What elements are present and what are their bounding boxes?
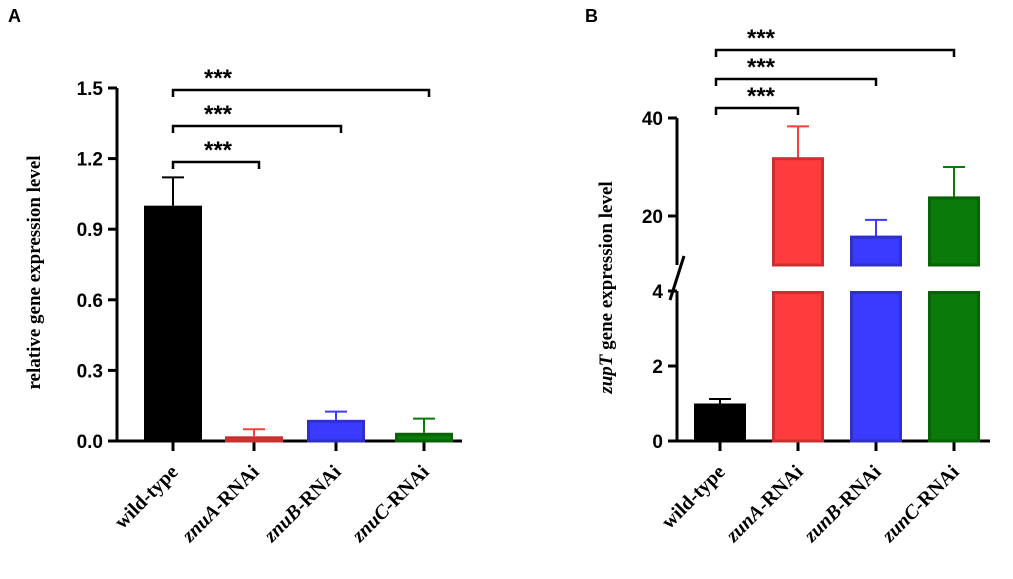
- significance-bracket-0: [171, 160, 261, 169]
- y-tick-label-upper-1: 40: [642, 109, 663, 130]
- bar-2: [307, 419, 365, 443]
- significance-bracket-2: [171, 88, 431, 97]
- bar-3: [928, 291, 980, 443]
- y-tick-label-lower-2: 4: [652, 282, 663, 303]
- y-axis-label: zupT gene expression level: [596, 181, 617, 394]
- bar-1: [225, 436, 283, 443]
- significance-label-0: ***: [747, 83, 776, 110]
- significance-bracket-1: [171, 124, 343, 133]
- y-tick-label-4: 1.2: [77, 150, 103, 171]
- category-label-1: znuA-RNAi: [177, 461, 264, 548]
- significance-bracket-1: [714, 77, 878, 86]
- significance-label-1: ***: [747, 54, 776, 81]
- significance-label-0: ***: [204, 137, 233, 164]
- category-label-text: -RNAi: [909, 461, 964, 516]
- category-label-text: -RNAi: [753, 461, 808, 516]
- category-label-text: wild-type: [657, 461, 729, 533]
- panel-letter-a: A: [8, 6, 21, 26]
- bar-3: [395, 432, 453, 443]
- bar-2: [850, 291, 902, 443]
- y-tick-label-3: 0.9: [77, 220, 103, 241]
- y-tick-label-2: 0.6: [77, 291, 103, 312]
- y-tick-label-5: 1.5: [77, 79, 104, 100]
- panel-letter-b: B: [585, 6, 598, 26]
- category-label-text: -RNAi: [291, 461, 346, 516]
- significance-bracket-2: [714, 48, 956, 57]
- significance-bracket-0: [714, 106, 800, 115]
- bar-1: [772, 291, 824, 443]
- y-tick-label-lower-0: 0: [652, 432, 663, 453]
- category-label-3: znuC-RNAi: [347, 461, 434, 548]
- category-label-2: zunB-RNAi: [799, 461, 886, 548]
- category-label-text: -RNAi: [209, 461, 264, 516]
- panel-b: B 20 40 0 2 4 zupT gene expression level wild-t…: [585, 6, 990, 547]
- y-tick-label-0: 0.0: [77, 432, 103, 453]
- y-axis-label-gene: zupT: [596, 353, 617, 394]
- panel-a: A 0.0 0.3 0.6 0.9 1.2 1.5 relative gene express…: [8, 6, 462, 547]
- bar-3: [928, 196, 980, 267]
- y-axis-label-text: gene expression level: [596, 181, 617, 354]
- y-tick-label-upper-0: 20: [642, 207, 663, 228]
- category-label-0: wild-type: [110, 461, 182, 533]
- y-axis-label: relative gene expression level: [24, 155, 45, 389]
- bar-0: [144, 205, 202, 443]
- category-label-text: -RNAi: [379, 461, 434, 516]
- category-label-text: -RNAi: [831, 461, 886, 516]
- category-label-3: zunC-RNAi: [877, 461, 964, 548]
- significance-label-2: ***: [204, 65, 233, 92]
- axis-break-mark: [668, 255, 686, 301]
- significance-label-1: ***: [204, 101, 233, 128]
- bar-1: [772, 157, 824, 267]
- category-label-1: zunA-RNAi: [721, 461, 808, 548]
- y-tick-label-lower-1: 2: [652, 357, 663, 378]
- category-label-0: wild-type: [657, 461, 729, 533]
- category-label-text: wild-type: [110, 461, 182, 533]
- y-tick-label-1: 0.3: [77, 361, 103, 382]
- bar-0: [694, 403, 746, 443]
- category-label-2: znuB-RNAi: [259, 461, 346, 548]
- bar-2: [850, 235, 902, 267]
- significance-label-2: ***: [747, 25, 776, 52]
